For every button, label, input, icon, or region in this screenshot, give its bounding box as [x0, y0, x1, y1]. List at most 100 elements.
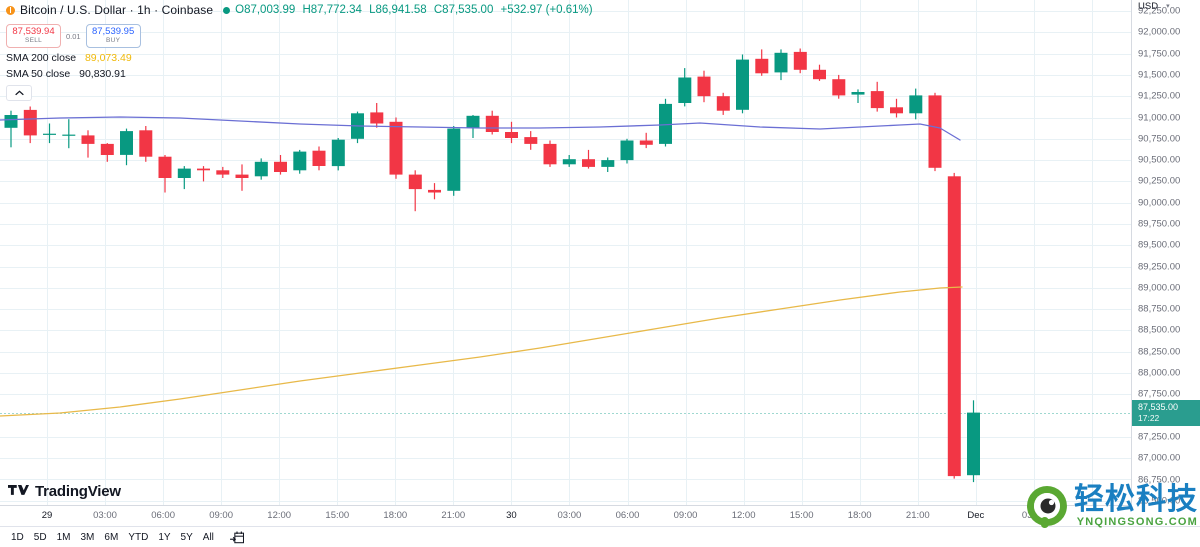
watermark-chinese: 轻松科技 — [1074, 481, 1198, 517]
eye-logo-icon — [1024, 483, 1070, 529]
buy-sell-widget: 87,539.94 SELL 0.01 87,539.95 BUY — [6, 23, 597, 49]
current-price-value: 87,535.00 — [1138, 401, 1179, 412]
price-tick: 91,500.00 — [1138, 69, 1181, 81]
price-tick: 90,500.00 — [1138, 154, 1181, 166]
sell-price: 87,539.94 — [12, 26, 55, 37]
price-tick: 92,250.00 — [1138, 5, 1181, 17]
chart-gridlines — [0, 0, 1131, 505]
range-button-3m[interactable]: 3M — [80, 531, 95, 543]
time-tick: 18:00 — [383, 510, 408, 521]
time-tick: 06:00 — [151, 510, 175, 521]
calendar-glyph — [230, 531, 245, 543]
price-scale[interactable]: USD ▾ 92,250.00 92,000.00 91,750.00 91,500.… — [1131, 0, 1200, 505]
price-tick: 87,750.00 — [1138, 388, 1181, 400]
chart-pane[interactable] — [0, 0, 1131, 505]
bitcoin-icon — [6, 5, 15, 15]
price-tick: 89,250.00 — [1138, 261, 1181, 273]
range-button-1y[interactable]: 1Y — [158, 531, 171, 543]
tradingview-logo: TradingView — [8, 483, 121, 500]
chart-legend: Bitcoin / U.S. Dollar · 1h · Coinbase O8… — [6, 2, 597, 101]
price-tick: 91,000.00 — [1138, 112, 1181, 123]
price-tick: 92,000.00 — [1138, 26, 1181, 38]
range-button-1d[interactable]: 1D — [11, 531, 24, 543]
range-button-6m[interactable]: 6M — [104, 531, 119, 543]
time-tick: 21:00 — [905, 510, 930, 521]
watermark-domain: YNQINGSONG.COM — [1076, 515, 1198, 528]
time-tick: 15:00 — [325, 510, 350, 521]
time-tick: 21:00 — [441, 510, 466, 521]
price-tick: 88,250.00 — [1138, 346, 1181, 358]
ohlc-high: H87,772.34 — [302, 4, 362, 16]
price-tick: 91,750.00 — [1138, 48, 1181, 60]
price-tick: 86,500.00 — [1138, 495, 1181, 505]
chevron-up-icon — [14, 90, 24, 96]
price-tick: 86,750.00 — [1138, 474, 1181, 485]
ohlc-close: C87,535.00 — [433, 4, 494, 16]
range-button-5y[interactable]: 5Y — [180, 531, 193, 543]
range-button-1m[interactable]: 1M — [56, 531, 71, 543]
bottom-toolbar: 1D 5D 1M 3M 6M YTD 1Y 5Y All — [0, 526, 1200, 547]
indicator-sma-200-value: 89,073.49 — [84, 52, 132, 64]
time-tick: 03:00 — [93, 510, 117, 521]
ohlc-values: O87,003.99 H87,772.34 L86,941.58 C87,535… — [235, 2, 597, 18]
ohlc-low: L86,941.58 — [369, 4, 427, 16]
candlestick-series — [0, 48, 980, 483]
price-tick: 87,000.00 — [1138, 452, 1181, 464]
buy-button[interactable]: 87,539.95 BUY — [85, 24, 141, 48]
time-tick: 12:00 — [731, 510, 756, 521]
ohlc-open: O87,003.99 — [235, 4, 296, 16]
price-tick: 90,250.00 — [1138, 175, 1181, 187]
price-tick: 88,000.00 — [1138, 367, 1181, 379]
price-tick: 88,750.00 — [1138, 303, 1181, 315]
current-price-time: 17:22 — [1138, 412, 1160, 423]
indicator-sma-200[interactable]: SMA 200 close 89,073.49 — [6, 52, 597, 65]
indicator-sma-50-value: 90,830.91 — [79, 68, 126, 80]
time-tick: 03:00 — [557, 510, 582, 521]
page-title: Bitcoin / U.S. Dollar · 1h · Coinbase — [20, 3, 214, 17]
ohlc-status-dot — [223, 6, 231, 14]
price-tick: 90,000.00 — [1138, 197, 1181, 209]
spread-value: 0.01 — [66, 31, 81, 41]
currency-label: USD — [1138, 1, 1159, 12]
buy-label: BUY — [105, 37, 121, 44]
price-tick: 89,500.00 — [1138, 239, 1181, 251]
current-price-badge: 87,535.00 17:22 — [1132, 399, 1200, 426]
time-tick: Dec — [967, 510, 985, 521]
sell-button[interactable]: 87,539.94 SELL — [6, 24, 61, 48]
tradingview-wordmark: TradingView — [35, 483, 121, 500]
price-tick: 89,750.00 — [1138, 218, 1181, 230]
time-tick: 06:00 — [615, 510, 640, 521]
time-tick: 09:00 — [673, 510, 698, 521]
legend-symbol-row[interactable]: Bitcoin / U.S. Dollar · 1h · Coinbase O8… — [6, 2, 597, 18]
price-scale-currency[interactable]: USD ▾ — [1132, 0, 1200, 13]
indicator-sma-50[interactable]: SMA 50 close 90,830.91 — [6, 68, 597, 81]
indicator-sma-200-name: SMA 200 close — [6, 52, 77, 64]
price-tick: 90,750.00 — [1138, 133, 1181, 145]
range-button-all[interactable]: All — [202, 531, 214, 543]
tradingview-mark-icon — [8, 484, 29, 495]
time-tick: 09:00 — [209, 510, 233, 521]
sell-label: SELL — [24, 37, 43, 44]
time-scale[interactable]: 29 03:00 06:00 09:00 12:00 15:00 18:00 21:00 30 0… — [0, 505, 1131, 526]
price-tick: 87,250.00 — [1138, 431, 1181, 443]
time-tick: 29 — [41, 510, 53, 521]
indicator-sma-50-name: SMA 50 close — [6, 68, 71, 80]
price-tick: 89,000.00 — [1138, 282, 1181, 294]
eye-logo-glyph — [1027, 486, 1067, 528]
site-watermark: 轻松科技 YNQINGSONG.COM — [1024, 483, 1198, 529]
chevron-down-icon: ▾ — [1166, 2, 1170, 10]
time-tick: 30 — [506, 510, 517, 521]
price-tick: 91,250.00 — [1138, 90, 1181, 102]
range-button-ytd[interactable]: YTD — [128, 531, 149, 543]
range-button-5d[interactable]: 5D — [33, 531, 47, 543]
time-tick: 18:00 — [847, 510, 872, 521]
price-tick: 88,500.00 — [1138, 324, 1181, 336]
legend-collapse-button[interactable] — [6, 85, 32, 101]
time-tick: 12:00 — [267, 510, 292, 521]
watermark-text: 轻松科技 YNQINGSONG.COM — [1074, 481, 1198, 529]
time-tick: 15:00 — [789, 510, 814, 521]
buy-price: 87,539.95 — [91, 26, 135, 37]
calendar-range-icon[interactable] — [229, 530, 246, 545]
ohlc-change: +532.97 (+0.61%) — [500, 4, 593, 16]
